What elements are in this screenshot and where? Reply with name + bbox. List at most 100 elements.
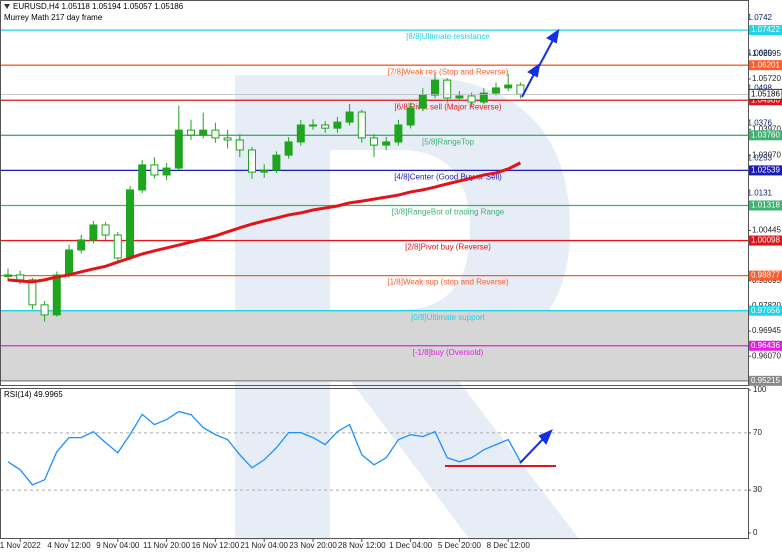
- candle-body: [77, 239, 86, 251]
- y-tick-label: 100: [753, 385, 767, 394]
- axis-level-label: 1.03760: [751, 130, 780, 139]
- candle-body: [479, 92, 488, 103]
- candle-body: [321, 124, 330, 129]
- candle-body: [260, 169, 269, 173]
- candle-body: [516, 84, 525, 95]
- candle-body: [370, 137, 378, 146]
- x-tick-label: 9 Nov 04:00: [96, 541, 140, 550]
- candle-body: [504, 84, 513, 89]
- x-tick-label: 21 Nov 04:00: [240, 541, 288, 550]
- x-tick-label: 23 Nov 20:00: [289, 541, 337, 550]
- y-tick-label: 0.96945: [752, 326, 781, 335]
- candle-body: [113, 234, 122, 259]
- candle-body: [382, 141, 391, 146]
- y-tick-label: 0: [753, 528, 758, 537]
- axis-level-box: [749, 375, 782, 386]
- candle-body: [455, 95, 464, 99]
- axis-level-label: 0.97656: [751, 306, 780, 315]
- level-label: [1/8]Weak sup (stop and Reverse): [387, 278, 509, 287]
- y-tick-label: 70: [753, 428, 762, 437]
- plot-area: 1.065951.057201.039701.030701.004450.986…: [0, 13, 782, 550]
- rsi-panel-frame: [0, 388, 749, 539]
- axis-level-box: [749, 200, 782, 211]
- candle-body: [357, 111, 366, 139]
- level-label: [-1/8]buy (Oversold): [413, 348, 484, 357]
- candle-body: [248, 149, 256, 173]
- level-label: [5/8]RangeTop: [422, 137, 475, 146]
- candle-body: [211, 129, 220, 139]
- level-label: [3/8]RangeBot of trading Range: [392, 208, 505, 217]
- arrowhead: [527, 62, 541, 78]
- axis-level-label: 1.02539: [751, 166, 780, 175]
- y-tick-label: 1.03070: [752, 150, 781, 159]
- candle-body: [333, 121, 342, 129]
- level-label: [6/8]Pivot sell (Major Reverse): [394, 102, 501, 111]
- axis-level-box: [749, 235, 782, 246]
- axis-level-label: 1.06201: [751, 60, 780, 69]
- y-tick-label: 1.00445: [752, 226, 781, 235]
- arrowhead: [546, 28, 560, 44]
- candle-body: [187, 129, 195, 136]
- candle-body: [126, 189, 134, 259]
- axis-level-label: 0.98877: [751, 271, 780, 280]
- candle-body: [443, 79, 452, 99]
- axis-level-box: [749, 165, 782, 176]
- axis-level-label: 0.96436: [751, 341, 780, 350]
- candle-body: [89, 224, 98, 241]
- big-level-label: 1.0253: [748, 154, 773, 163]
- axis-level-box: [749, 130, 782, 141]
- axis-level-label: 1.00098: [751, 236, 780, 245]
- big-level-label: 1.0131: [748, 189, 773, 198]
- big-level-label: 1.0376: [748, 118, 773, 127]
- candle-body: [223, 137, 232, 141]
- x-tick-label: 1 Nov 2022: [0, 541, 41, 550]
- candle-body: [65, 249, 73, 276]
- y-tick-label: 30: [753, 485, 762, 494]
- title-icon: [4, 4, 10, 9]
- axis-level-label: 1.04980: [751, 95, 780, 104]
- axis-level-box: [749, 60, 782, 71]
- y-tick-label: 0.96070: [752, 351, 781, 360]
- candle-body: [467, 95, 476, 103]
- candle-body: [394, 124, 403, 143]
- axis-level-box: [749, 95, 782, 106]
- candle-body: [52, 274, 61, 316]
- big-level-label: 1.0498: [748, 83, 773, 92]
- x-tick-label: 8 Dec 12:00: [487, 541, 531, 550]
- candle-body: [431, 79, 439, 96]
- candle-body: [174, 129, 183, 169]
- candle-body: [16, 274, 25, 281]
- level-label: [7/8]Weak res (Stop and Reverse): [388, 67, 509, 76]
- arrow: [519, 438, 544, 464]
- zone: [1, 310, 748, 346]
- candle-body: [418, 94, 427, 109]
- big-level-label: 1.0620: [748, 48, 773, 57]
- candle-body: [28, 279, 37, 306]
- big-level-label: 1.0742: [748, 13, 773, 22]
- level-label: [2/8]Pivot buy (Reverse): [405, 243, 491, 252]
- candle-body: [101, 224, 110, 236]
- axis-level-box: [749, 305, 782, 316]
- candle-body: [150, 164, 159, 176]
- axis-level-box: [749, 270, 782, 281]
- x-tick-label: 11 Nov 20:00: [143, 541, 191, 550]
- candle-body: [4, 274, 12, 277]
- candle-body: [296, 124, 305, 143]
- level-label: [8/8]Ultimate resistance: [406, 32, 490, 41]
- candle-body: [492, 87, 500, 94]
- arrows: [519, 28, 560, 464]
- candle-body: [199, 129, 208, 136]
- price-panel-frame: [0, 0, 749, 386]
- y-tick-label: 1.03970: [752, 124, 781, 133]
- x-tick-label: 28 Nov 12:00: [338, 541, 386, 550]
- axis-level-label: 1.07422: [751, 25, 780, 34]
- rsi-line: [7, 410, 521, 486]
- zone: [1, 345, 748, 381]
- candle-body: [40, 304, 49, 316]
- arrowhead: [538, 429, 553, 445]
- axis-level-label: 0.95215: [751, 376, 780, 385]
- y-tick-label: 0.97820: [752, 301, 781, 310]
